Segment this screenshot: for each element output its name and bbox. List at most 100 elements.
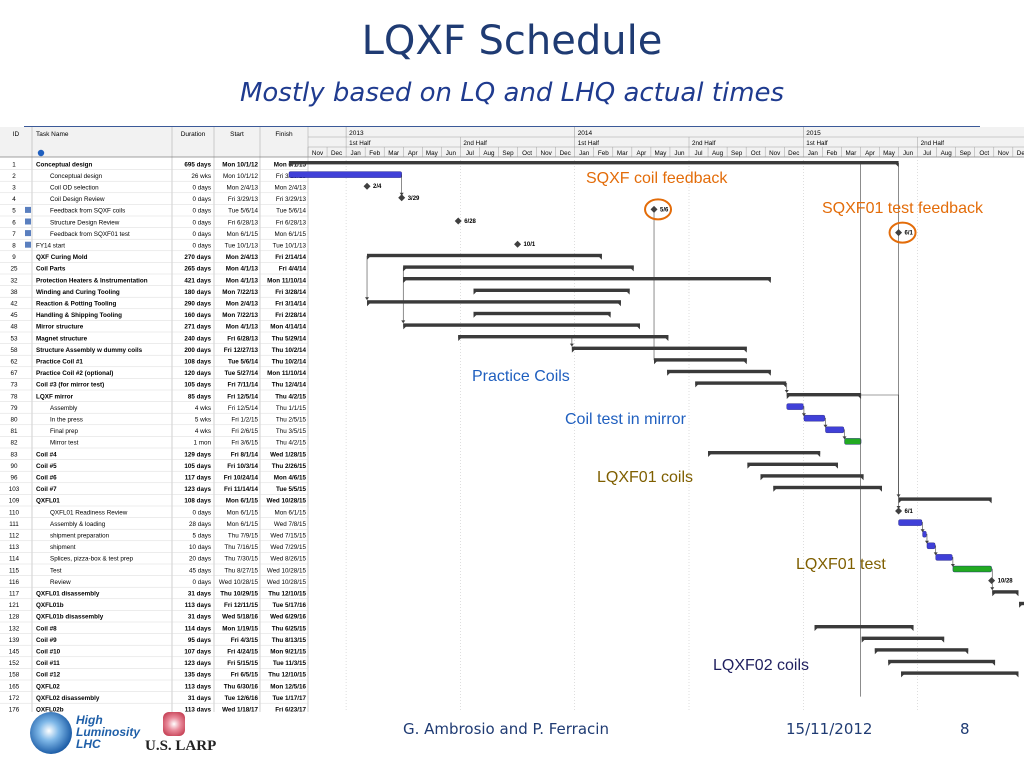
summary-bar-end-cap [965,648,969,655]
summary-bar [695,381,787,385]
table-cell-id: 117 [9,591,20,598]
table-cell-finish: Tue 5/5/15 [276,486,306,493]
summary-bar [992,590,1019,594]
table-cell-task-name: QXF Curing Mold [36,254,88,261]
table-column-header: Task Name [36,131,69,138]
hilumi-logo-text: High Luminosity LHC [76,714,140,750]
larp-logo-text: U.S. LARP [145,738,217,754]
table-cell-start: Thu 6/30/16 [224,683,259,690]
table-cell-duration: 5 days [192,533,211,540]
annotation-sqxf01-test-feedback: SQXF01 test feedback [822,200,983,217]
dependency-line [952,557,954,565]
table-cell-duration: 45 days [189,567,211,574]
hilumi-logo-line: LHC [76,737,101,751]
summary-bar-start-cap [814,625,818,631]
table-cell-finish: Mon 11/10/14 [267,370,306,377]
table-cell-finish: Mon 11/10/14 [267,277,306,284]
table-cell-duration: 265 days [184,266,211,273]
summary-bar [473,288,630,292]
table-cell-start: Tue 10/1/13 [225,243,259,250]
table-cell-id: 115 [9,567,20,574]
table-cell-id: 5 [12,208,16,215]
month-label: Jul [466,150,474,157]
table-cell-id: 82 [10,440,18,447]
dependency-line [921,522,923,531]
table-cell-start: Fri 10/24/14 [224,475,259,482]
table-column-header: Start [230,131,244,138]
timescale-background [308,127,1024,157]
summary-bar [403,277,771,281]
table-cell-start: Mon 4/1/13 [226,277,259,284]
summary-bar [861,636,945,640]
table-cell-start: Mon 1/19/15 [222,625,258,632]
table-cell-id: 96 [10,475,18,482]
table-cell-finish: Thu 2/26/15 [272,463,307,470]
table-cell-finish: Thu 3/5/15 [276,428,307,435]
month-label: Jun [903,150,914,157]
feedback-highlight-circle [888,221,917,244]
table-cell-id: 103 [9,486,20,493]
summary-bar-start-cap [708,451,712,457]
table-cell-id: 176 [9,707,20,713]
table-cell-duration: 20 days [189,556,211,563]
table-cell-task-name: Conceptual design [50,173,103,180]
table-cell-id: 32 [10,277,18,284]
table-cell-finish: Tue 5/6/14 [276,208,306,215]
summary-bar [403,323,640,327]
summary-bar-start-cap [773,485,777,492]
table-cell-duration: 107 days [184,649,211,656]
summary-bar-start-cap [747,462,751,469]
table-cell-duration: 0 days [192,579,211,586]
table-cell-start: Fri 6/28/13 [228,219,259,226]
table-cell-finish: Tue 5/17/16 [273,602,307,609]
summary-bar-start-cap [403,323,407,330]
table-cell-task-name: In the press [50,417,83,424]
summary-bar [747,462,838,466]
test-bar [952,565,992,573]
summary-bar-start-cap [458,335,462,341]
summary-bar-start-cap [1019,601,1023,608]
table-cell-duration: 113 days [185,602,212,609]
table-cell-finish: Wed 10/28/15 [267,498,307,505]
table-cell-start: Mon 4/1/13 [226,266,259,273]
table-cell-task-name: Coil #11 [36,660,60,667]
table-cell-id: 121 [9,602,20,609]
dependency-arrow [990,587,995,591]
summary-bar [288,161,899,165]
month-label: Aug [483,150,495,157]
summary-bar-end-cap [743,358,747,365]
table-column-header: Duration [181,131,206,138]
dependency-line [786,383,788,391]
table-cell-finish: Mon 4/14/14 [270,324,306,331]
month-label: Apr [408,150,418,157]
table-cell-task-name: Reaction & Potting Tooling [36,301,116,308]
dependency-line [935,545,937,554]
table-cell-start: Thu 10/29/15 [220,591,258,598]
table-cell-start: Fri 12/11/15 [224,602,258,609]
table-cell-finish: Thu 10/2/14 [272,359,307,366]
table-cell-duration: 0 days [192,196,211,203]
half-label: 1st Half [578,140,600,147]
table-cell-task-name: Practice Coil #1 [36,359,83,366]
month-label: Nov [312,150,324,157]
table-cell-task-name: QXFL01b disassembly [36,614,104,621]
table-cell-id: 3 [12,185,16,192]
table-cell-task-name: Splices, pizza-box & test prep [50,556,133,563]
half-label: 1st Half [806,140,828,147]
milestone-diamond [895,507,903,515]
table-cell-id: 83 [10,451,18,458]
table-cell-id: 1 [12,161,16,168]
month-label: Jul [694,150,702,157]
hilumi-logo-line: Luminosity [76,725,141,739]
table-cell-task-name: Assembly [50,405,78,412]
annotation-lqxf02-coils: LQXF02 coils [713,657,810,674]
dependency-line [824,417,826,426]
table-cell-task-name: FY14 start [36,243,65,250]
month-label: Jul [923,150,931,157]
month-label: Nov [541,150,553,157]
footer-page-number: 8 [960,720,970,738]
task-note-icon [25,230,31,237]
summary-bar-end-cap [1015,671,1019,678]
month-label: Aug [712,150,724,157]
half-label: 1st Half [349,140,371,147]
